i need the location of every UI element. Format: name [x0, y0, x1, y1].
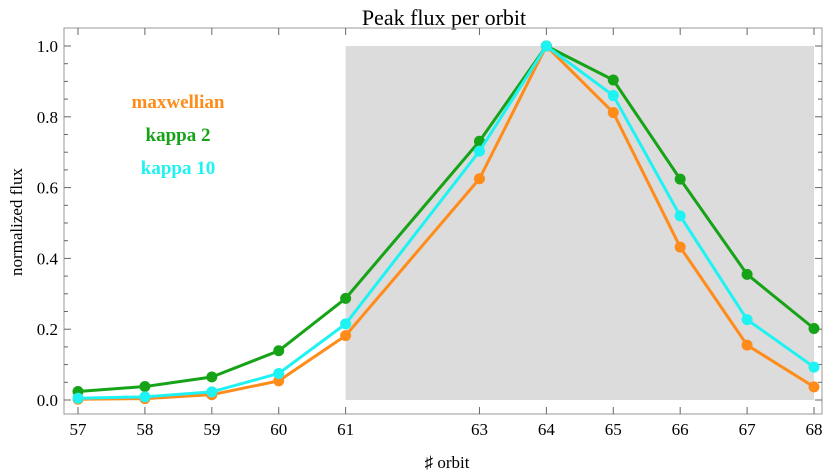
- data-point: [340, 330, 352, 342]
- series-kappa-10: [72, 40, 820, 404]
- x-tick-label: 57: [70, 420, 88, 439]
- y-tick-label: 0.0: [37, 391, 58, 410]
- x-tick-label: 63: [471, 420, 488, 439]
- data-point: [473, 135, 485, 147]
- data-point: [674, 173, 686, 185]
- x-tick-label: 65: [605, 420, 622, 439]
- data-point: [674, 210, 686, 222]
- plot-frame: [63, 27, 823, 415]
- data-point: [273, 345, 285, 357]
- data-point: [607, 107, 619, 119]
- chart-title: Peak flux per orbit: [362, 5, 526, 30]
- legend-entry: kappa 10: [141, 158, 215, 179]
- plot-area: 0.0 0.2 0.4 0.6 0.8 1.0 57 58 59 60 61 63 64 65 66 67 6…: [37, 27, 823, 439]
- legend: maxwellian kappa 2 kappa 10: [132, 92, 225, 179]
- data-point: [273, 367, 285, 379]
- series-kappa-2: [72, 40, 820, 398]
- x-tick-label: 61: [337, 420, 354, 439]
- y-tick-label: 1.0: [37, 37, 58, 56]
- data-point: [808, 322, 820, 334]
- legend-entry: kappa 2: [146, 125, 211, 146]
- data-point: [808, 381, 820, 393]
- y-tick-label: 0.2: [37, 320, 58, 339]
- data-point: [139, 381, 151, 393]
- y-axis: 0.0 0.2 0.4 0.6 0.8 1.0: [37, 37, 822, 410]
- data-point: [340, 318, 352, 330]
- x-tick-label: 67: [739, 420, 757, 439]
- y-axis-label: normalized flux: [7, 167, 26, 276]
- data-point: [607, 90, 619, 102]
- data-point: [540, 40, 552, 52]
- x-tick-label: 64: [538, 420, 556, 439]
- data-point: [340, 292, 352, 304]
- x-tick-label: 60: [270, 420, 287, 439]
- x-tick-label: 58: [136, 420, 153, 439]
- x-axis-label: ♯ orbit: [425, 453, 470, 472]
- data-point: [741, 339, 753, 351]
- data-point: [206, 386, 218, 398]
- y-tick-label: 0.8: [37, 108, 58, 127]
- y-tick-label: 0.4: [37, 249, 59, 268]
- data-point: [741, 314, 753, 326]
- data-point: [607, 74, 619, 86]
- data-point: [72, 392, 84, 404]
- legend-entry: maxwellian: [132, 92, 225, 113]
- data-point: [741, 268, 753, 280]
- data-point: [473, 173, 485, 185]
- data-point: [473, 145, 485, 157]
- x-axis: 57 58 59 60 61 63 64 65 66 67 68: [70, 28, 823, 439]
- data-point: [674, 241, 686, 253]
- data-point: [808, 361, 820, 373]
- data-point: [139, 391, 151, 403]
- series-layer: [72, 40, 820, 405]
- x-tick-label: 66: [672, 420, 689, 439]
- y-tick-label: 0.6: [37, 179, 58, 198]
- data-point: [206, 371, 218, 383]
- x-tick-label: 59: [203, 420, 220, 439]
- x-tick-label: 68: [806, 420, 823, 439]
